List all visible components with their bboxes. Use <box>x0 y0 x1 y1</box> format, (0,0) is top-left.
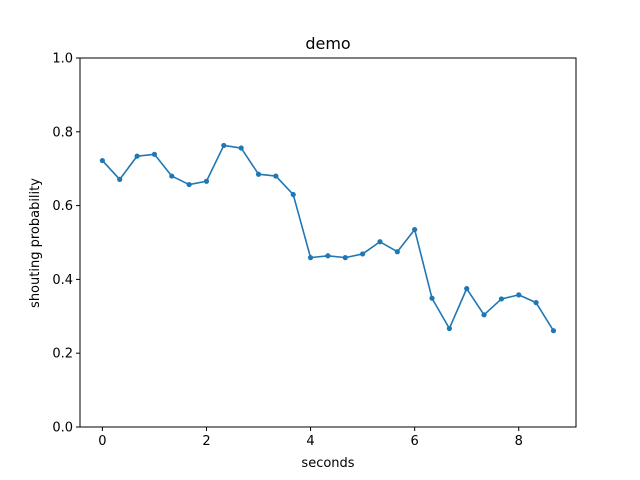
data-point <box>203 178 210 184</box>
x-tick-label: 0 <box>98 434 106 449</box>
x-tick-label: 4 <box>306 434 314 449</box>
chart-title: demo <box>305 34 350 53</box>
x-tick-label: 6 <box>411 434 419 449</box>
y-tick-label: 0.6 <box>52 199 73 214</box>
data-point <box>325 253 331 259</box>
data-point <box>481 312 487 318</box>
data-point <box>394 249 400 255</box>
data-point <box>360 251 366 257</box>
data-point <box>533 300 539 306</box>
data-point <box>99 157 105 164</box>
data-point <box>516 292 522 298</box>
data-point <box>446 325 452 332</box>
data-point <box>412 226 418 233</box>
y-tick-label: 0.4 <box>52 273 73 288</box>
y-tick-label: 0.2 <box>52 347 73 362</box>
plot-frame <box>79 57 577 428</box>
series-layer <box>99 142 557 334</box>
data-point <box>464 286 470 292</box>
data-point <box>186 181 192 188</box>
data-point <box>221 142 227 149</box>
data-point <box>255 171 262 177</box>
data-point <box>238 145 244 151</box>
y-tick-label: 1.0 <box>52 52 73 67</box>
x-axis-label: seconds <box>301 456 354 471</box>
data-point <box>377 239 383 245</box>
y-axis-label: shouting probability <box>28 178 43 308</box>
y-tick-label: 0.0 <box>52 421 73 436</box>
data-point <box>342 255 348 261</box>
y-tick-label: 0.8 <box>52 125 73 140</box>
data-point <box>550 328 557 334</box>
data-point <box>290 191 296 198</box>
x-tick-label: 2 <box>202 434 210 449</box>
plot-background <box>80 58 576 427</box>
data-point <box>307 255 314 261</box>
data-point <box>134 153 140 159</box>
data-point <box>169 173 175 179</box>
x-axis: 0 2 4 6 8 <box>98 427 523 449</box>
data-point <box>429 295 435 301</box>
data-point <box>151 151 158 157</box>
data-point <box>117 176 123 183</box>
data-point <box>498 296 505 302</box>
x-tick-label: 8 <box>515 434 523 449</box>
data-point <box>273 173 279 179</box>
y-axis: 0.0 0.2 0.4 0.6 0.8 1.0 <box>52 52 80 436</box>
